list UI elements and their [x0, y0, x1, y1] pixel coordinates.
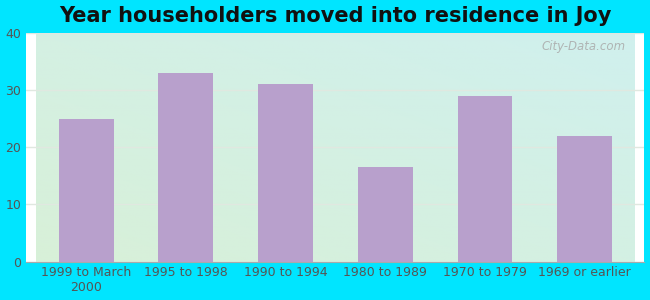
Bar	[358, 167, 413, 262]
Bar	[258, 84, 313, 262]
Title: Year householders moved into residence in Joy: Year householders moved into residence i…	[59, 6, 612, 26]
Bar	[159, 73, 213, 262]
Bar	[458, 96, 512, 262]
Bar	[58, 118, 114, 262]
Text: City-Data.com: City-Data.com	[541, 40, 626, 52]
Bar	[557, 136, 612, 262]
